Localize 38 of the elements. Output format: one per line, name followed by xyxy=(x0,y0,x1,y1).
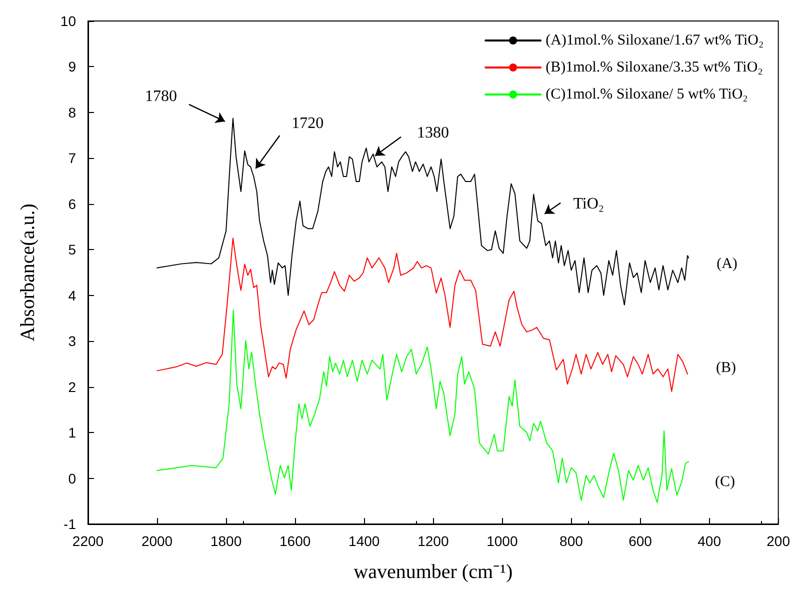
annotation: 1720 xyxy=(292,114,324,132)
x-axis-title: wavenumber (cm⁻¹) xyxy=(354,561,513,583)
x-tick-label: 1200 xyxy=(418,533,449,549)
x-tick-label: 400 xyxy=(698,533,722,549)
annotation: 1780 xyxy=(144,88,177,105)
y-tick-label: 1 xyxy=(68,424,76,441)
y-tick-label: 3 xyxy=(68,333,76,350)
y-tick-label: 2 xyxy=(68,378,76,395)
y-tick-label: 0 xyxy=(68,470,76,486)
y-tick-label: 4 xyxy=(68,287,76,304)
y-tick-label: 8 xyxy=(68,104,76,120)
x-tick-label: 600 xyxy=(628,533,652,549)
legend-label: (C)1mol.% Siloxane/ 5 wt% TiO₂ xyxy=(546,86,748,102)
y-tick-label: 7 xyxy=(68,150,76,166)
y-tick-label: 10 xyxy=(60,13,76,29)
y-axis-title: Absorbance(a.u.) xyxy=(17,204,39,342)
line-series xyxy=(156,238,688,392)
line-series xyxy=(156,309,690,504)
y-tick-label: -1 xyxy=(64,516,76,532)
annotation: 1380 xyxy=(417,124,450,142)
y-tick-label: 5 xyxy=(68,242,76,258)
x-tick-label: 1400 xyxy=(348,533,380,549)
x-tick-label: 1000 xyxy=(486,533,518,549)
x-tick-label: 200 xyxy=(766,533,790,549)
annotation: (C) xyxy=(715,474,735,490)
x-tick-label: 1600 xyxy=(280,533,311,549)
x-tick-label: 800 xyxy=(560,533,584,549)
x-tick-label: 1800 xyxy=(210,533,242,549)
y-tick-label: 9 xyxy=(68,58,76,75)
x-tick-label: 2200 xyxy=(72,533,104,549)
line-series xyxy=(156,118,690,306)
annotation: (B) xyxy=(716,360,736,376)
x-tick-label: 2000 xyxy=(141,533,173,549)
annotation: (A) xyxy=(716,256,738,272)
legend-label: (A)1mol.% Siloxane/1.67 wt% TiO₂ xyxy=(546,32,764,48)
legend-label: (B)1mol.% Siloxane/3.35 wt% TiO₂ xyxy=(546,60,763,76)
annotation: TiO₂ xyxy=(573,195,604,212)
y-tick-label: 6 xyxy=(68,196,76,212)
